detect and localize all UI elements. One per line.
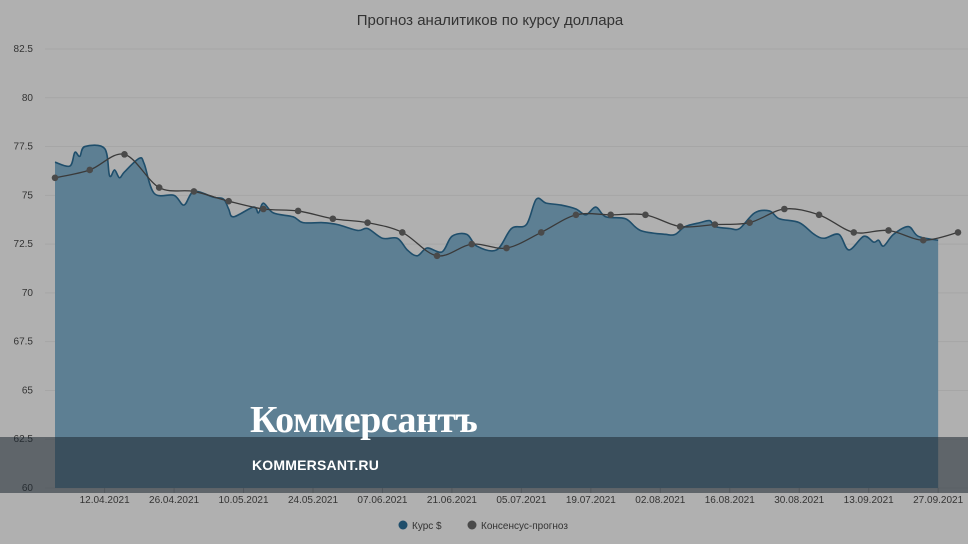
consensus-point — [954, 229, 962, 236]
consensus-point — [711, 221, 719, 228]
y-tick-label: 77.5 — [14, 142, 34, 153]
series-line-kurs — [54, 144, 939, 257]
consensus-point — [121, 151, 128, 158]
legend-label[interactable]: Курс $ — [412, 521, 442, 532]
consensus-point — [155, 184, 163, 191]
consensus-point — [190, 188, 198, 195]
watermark-site: KOMMERSANT.RU — [252, 457, 380, 473]
consensus-point — [399, 229, 406, 236]
consensus-point — [607, 211, 614, 219]
consensus-point — [642, 211, 649, 219]
consensus-point — [260, 205, 267, 213]
x-tick-label: 24.05.2021 — [288, 495, 338, 506]
consensus-point — [850, 229, 858, 236]
consensus-point — [572, 211, 580, 219]
consensus-point — [746, 219, 753, 226]
legend-marker — [398, 520, 408, 530]
x-axis-ticks: 12.04.2021 26.04.2021 10.05.2021 24.05.2021… — [80, 488, 964, 506]
chart-title: Прогноз аналитиков по курсу доллара — [357, 12, 624, 29]
consensus-point — [86, 166, 94, 174]
x-tick-label: 21.06.2021 — [427, 495, 477, 506]
consensus-point — [51, 174, 59, 182]
y-tick-label: 67.5 — [14, 337, 34, 348]
consensus-point — [781, 205, 788, 213]
legend-label[interactable]: Консенсус-прогноз — [481, 521, 568, 532]
consensus-point — [676, 223, 684, 230]
x-tick-label: 13.09.2021 — [844, 495, 894, 506]
consensus-point — [885, 227, 892, 234]
x-tick-label: 27.09.2021 — [913, 495, 963, 506]
consensus-point — [468, 240, 476, 248]
consensus-point — [294, 207, 302, 215]
consensus-point — [364, 219, 371, 226]
legend-marker — [467, 520, 477, 530]
watermark-banner — [0, 437, 968, 493]
y-tick-label: 72.5 — [14, 239, 34, 250]
consensus-point — [433, 252, 441, 260]
x-tick-label: 12.04.2021 — [80, 495, 130, 506]
x-tick-label: 05.07.2021 — [496, 495, 546, 506]
y-tick-label: 65 — [22, 385, 34, 396]
y-tick-label: 75 — [22, 190, 34, 201]
consensus-point — [329, 215, 337, 223]
x-tick-label: 19.07.2021 — [566, 495, 616, 506]
x-tick-label: 30.08.2021 — [774, 495, 824, 506]
x-tick-label: 10.05.2021 — [219, 495, 269, 506]
consensus-point — [503, 244, 510, 252]
y-tick-label: 70 — [22, 288, 34, 299]
series-layer — [51, 144, 962, 488]
consensus-point — [225, 197, 232, 205]
x-tick-label: 07.06.2021 — [357, 495, 407, 506]
consensus-point — [919, 236, 927, 244]
x-tick-label: 26.04.2021 — [149, 495, 199, 506]
legend[interactable]: Курс $ Консенсус-прогноз — [398, 520, 569, 533]
consensus-point — [815, 211, 823, 219]
consensus-point — [537, 229, 545, 236]
y-tick-label: 80 — [22, 93, 34, 104]
x-tick-label: 16.08.2021 — [705, 495, 755, 506]
y-tick-label: 82.5 — [14, 44, 34, 55]
x-tick-label: 02.08.2021 — [635, 495, 685, 506]
series-area-kurs — [55, 145, 939, 488]
watermark-logo: Коммерсантъ — [250, 399, 478, 441]
